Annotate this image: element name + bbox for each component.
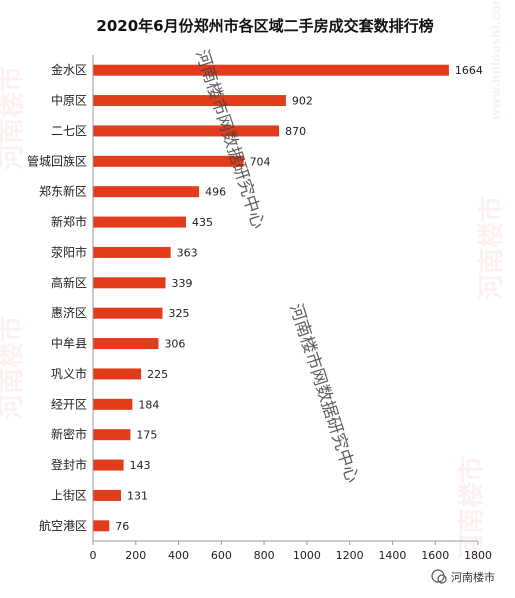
value-label-6: 363	[177, 246, 198, 259]
x-tick-label-5: 1000	[293, 549, 321, 562]
bg-watermark-4: 河南楼市	[456, 456, 487, 560]
bg-watermark-2: 河南楼市	[0, 316, 27, 420]
category-label-9: 中牟县	[51, 336, 87, 351]
brand-logo: 河南楼市	[431, 569, 495, 584]
x-tick-label-4: 800	[254, 549, 275, 562]
category-labels: 金水区中原区二七区管城回族区郑东新区新郑市荥阳市高新区惠济区中牟县巩义市经开区新…	[27, 62, 87, 533]
category-label-10: 巩义市	[51, 366, 87, 381]
diagonal-watermark-2: 河南楼市网数据研究中心	[285, 301, 362, 485]
bar-15	[93, 520, 110, 532]
bar-13	[93, 459, 124, 471]
bar-10	[93, 368, 142, 380]
bar-1	[93, 95, 286, 107]
x-tick-label-0: 0	[90, 549, 97, 562]
value-label-12: 175	[136, 429, 157, 442]
bar-4	[93, 186, 200, 198]
category-label-7: 高新区	[51, 275, 87, 290]
value-label-3: 704	[250, 155, 271, 168]
bar-3	[93, 155, 244, 167]
category-label-14: 上街区	[51, 488, 87, 502]
value-label-14: 131	[127, 489, 148, 502]
bg-watermark-1: 河南楼市	[0, 66, 27, 170]
category-label-13: 登封市	[51, 457, 87, 472]
bar-6	[93, 246, 171, 258]
x-tick-label-3: 600	[211, 549, 232, 562]
value-label-0: 1664	[455, 64, 483, 77]
value-label-2: 870	[285, 125, 306, 138]
bar-9	[93, 338, 159, 350]
bar-12	[93, 429, 131, 441]
value-label-4: 496	[205, 186, 226, 199]
value-label-11: 184	[138, 398, 159, 411]
bar-11	[93, 398, 133, 410]
category-label-0: 金水区	[51, 62, 87, 77]
bar-7	[93, 277, 166, 289]
value-labels: 1664 902 870 704 496 435 363 339 325 306 225 184 175…	[115, 64, 483, 533]
x-tick-label-7: 1400	[378, 549, 406, 562]
bar-8	[93, 307, 163, 319]
x-tick-label-2: 400	[168, 549, 189, 562]
x-tick-label-8: 1600	[421, 549, 449, 562]
x-axis-ticks: 0 200 400 600 800 1000 1200 1400 1600 1800	[90, 541, 492, 562]
category-label-11: 经开区	[51, 397, 87, 411]
value-label-1: 902	[292, 95, 313, 108]
bar-14	[93, 489, 122, 501]
value-label-9: 306	[164, 338, 185, 351]
value-label-15: 76	[115, 520, 129, 533]
value-label-7: 339	[172, 277, 193, 290]
bar-2	[93, 125, 280, 137]
category-label-6: 荥阳市	[51, 244, 87, 259]
brand-logo-text: 河南楼市	[451, 570, 495, 584]
background-watermark: 河南楼市 河南楼市 河南楼市 河南楼市 www.hnloushi.com	[0, 0, 507, 560]
value-label-13: 143	[130, 459, 151, 472]
x-tick-label-1: 200	[125, 549, 146, 562]
value-label-8: 325	[169, 307, 190, 320]
category-label-1: 中原区	[51, 93, 87, 108]
x-tick-label-6: 1200	[336, 549, 364, 562]
category-label-15: 航空港区	[39, 518, 87, 533]
bg-watermark-url: www.hnloushi.com	[489, 0, 503, 120]
bg-watermark-3: 河南楼市	[476, 196, 507, 300]
wechat-icon-dot	[437, 574, 447, 584]
category-label-12: 新密市	[51, 427, 87, 442]
category-label-2: 二七区	[51, 124, 87, 138]
category-label-8: 惠济区	[51, 305, 87, 320]
bar-5	[93, 216, 187, 228]
bars-group	[93, 64, 449, 532]
value-label-10: 225	[147, 368, 168, 381]
category-label-5: 新郑市	[51, 214, 87, 229]
category-label-4: 郑东新区	[39, 184, 87, 199]
chart-title: 2020年6月份郑州市各区域二手房成交套数排行榜	[96, 17, 433, 35]
value-label-5: 435	[192, 216, 213, 229]
x-tick-label-9: 1800	[464, 549, 492, 562]
bar-0	[93, 64, 449, 76]
category-label-3: 管城回族区	[27, 153, 87, 168]
